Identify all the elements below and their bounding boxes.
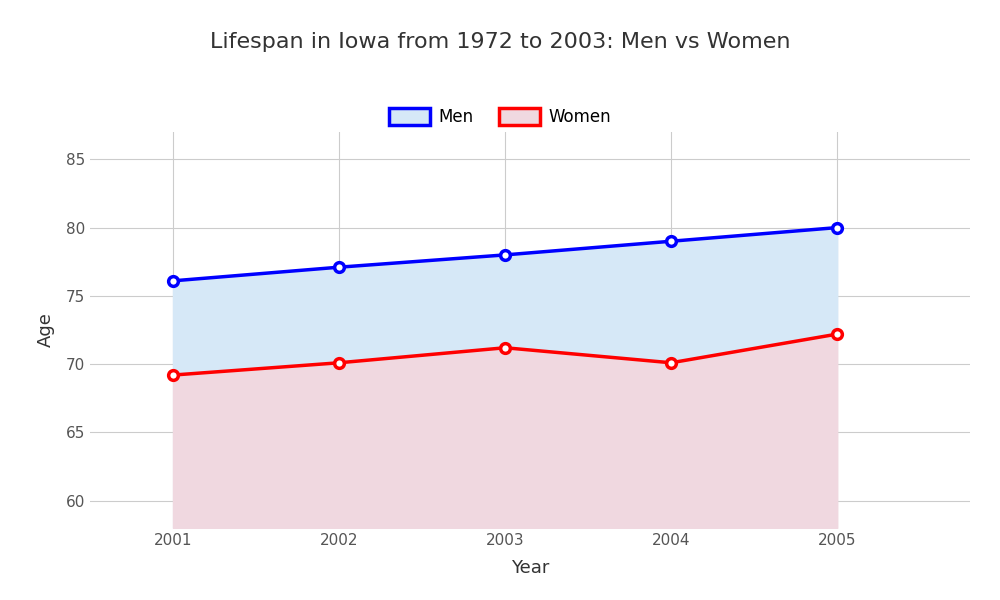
X-axis label: Year: Year bbox=[511, 559, 549, 577]
Text: Lifespan in Iowa from 1972 to 2003: Men vs Women: Lifespan in Iowa from 1972 to 2003: Men … bbox=[210, 32, 790, 52]
Legend: Men, Women: Men, Women bbox=[382, 101, 618, 133]
Y-axis label: Age: Age bbox=[37, 313, 55, 347]
